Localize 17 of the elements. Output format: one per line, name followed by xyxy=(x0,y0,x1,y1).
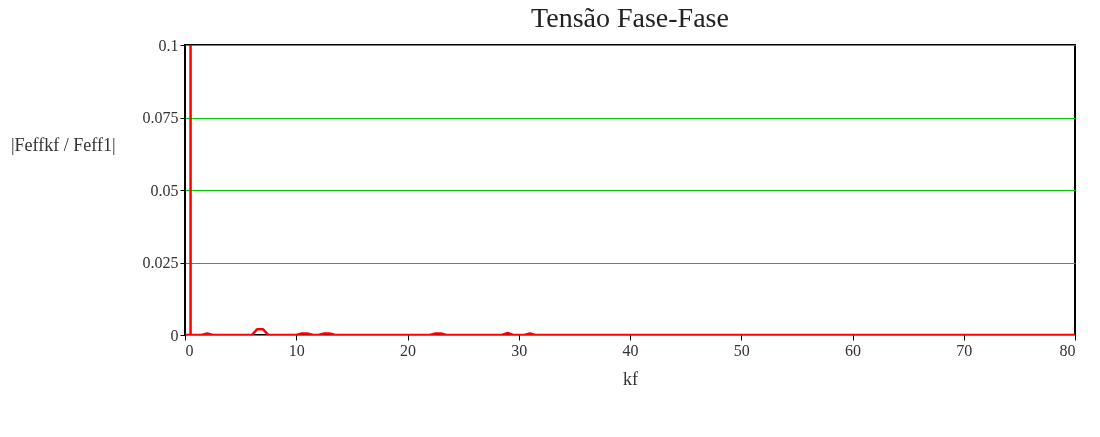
y-tick-label: 0.1 xyxy=(158,36,179,54)
x-tick-label: 70 xyxy=(956,341,973,359)
y-axis-title: |Feffkf / Feff1| xyxy=(10,134,116,155)
y-tick-label: 0.025 xyxy=(142,254,179,271)
x-tick-label: 0 xyxy=(185,341,194,359)
y-tick-label: 0 xyxy=(170,326,179,344)
chart-title: Tensão Fase-Fase xyxy=(531,2,729,33)
x-tick-label: 60 xyxy=(845,341,861,359)
y-tick-label: 0.075 xyxy=(142,109,179,126)
x-tick-label: 20 xyxy=(400,341,416,359)
x-tick-label: 80 xyxy=(1059,341,1076,359)
y-tick-label: 0.05 xyxy=(150,181,179,199)
x-tick-label: 50 xyxy=(733,341,750,359)
x-axis-title: kf xyxy=(623,368,638,389)
x-tick-label: 30 xyxy=(511,341,528,359)
x-tick-label: 10 xyxy=(288,341,305,359)
x-tick-label: 40 xyxy=(622,341,639,359)
